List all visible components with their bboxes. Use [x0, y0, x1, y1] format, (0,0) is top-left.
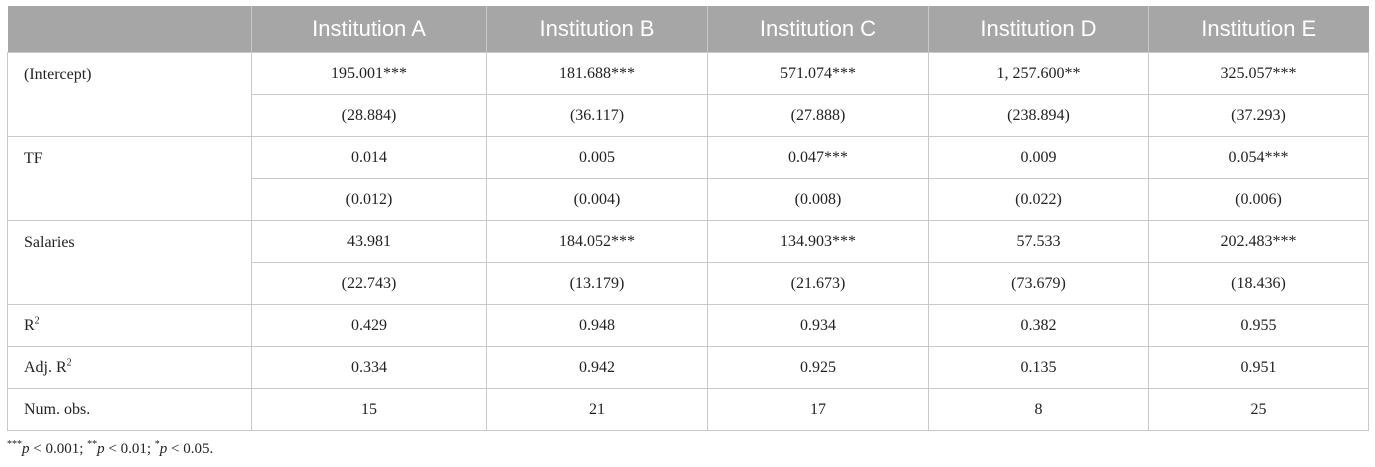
table-row-intercept-estimate: (Intercept) 195.001*** 181.688*** 571.07…	[7, 52, 1369, 137]
cell-estimate: 325.057***	[1148, 52, 1369, 95]
cell-estimate: 0.014	[251, 136, 487, 179]
row-label-intercept: (Intercept)	[7, 52, 252, 137]
row-label-tf: TF	[7, 136, 252, 221]
cell-std-error: (36.117)	[486, 94, 708, 137]
cell-stat: 0.942	[486, 346, 708, 389]
cell-stat: 0.934	[707, 304, 929, 347]
cell-std-error: (18.436)	[1148, 262, 1369, 305]
cell-estimate: 571.074***	[707, 52, 929, 95]
table-row-num-obs: Num. obs. 15 21 17 8 25	[7, 388, 1369, 431]
cell-std-error: (21.673)	[707, 262, 929, 305]
footnote-threshold-1: < 0.05.	[167, 441, 214, 457]
cell-estimate: 0.054***	[1148, 136, 1369, 179]
significance-footnote: ***p < 0.001; **p < 0.01; *p < 0.05.	[7, 439, 214, 458]
cell-estimate: 43.981	[251, 220, 487, 263]
footnote-stars-2: **	[87, 439, 98, 450]
cell-stat: 0.429	[251, 304, 487, 347]
table-row-salaries-estimate: Salaries 43.981 184.052*** 134.903*** 57…	[7, 220, 1369, 305]
cell-std-error: (0.022)	[928, 178, 1149, 221]
cell-std-error: (37.293)	[1148, 94, 1369, 137]
regression-table: Institution A Institution B Institution …	[7, 6, 1369, 431]
cell-stat: 0.382	[928, 304, 1149, 347]
footnote-threshold-2: < 0.01;	[104, 441, 155, 457]
cell-std-error: (0.006)	[1148, 178, 1369, 221]
cell-stat: 0.951	[1148, 346, 1369, 389]
cell-estimate: 184.052***	[486, 220, 708, 263]
header-institution-a: Institution A	[251, 6, 487, 53]
cell-stat: 0.334	[251, 346, 487, 389]
cell-estimate: 0.009	[928, 136, 1149, 179]
table-header-row: Institution A Institution B Institution …	[7, 6, 1369, 53]
cell-stat: 25	[1148, 388, 1369, 431]
cell-stat: 0.925	[707, 346, 929, 389]
cell-std-error: (22.743)	[251, 262, 487, 305]
row-label-text: Adj. R	[24, 358, 67, 376]
header-institution-d: Institution D	[928, 6, 1149, 53]
row-label-text: R	[24, 316, 35, 334]
cell-std-error: (73.679)	[928, 262, 1149, 305]
cell-estimate: 181.688***	[486, 52, 708, 95]
cell-stat: 0.955	[1148, 304, 1369, 347]
superscript: 2	[34, 315, 40, 327]
table-row-adj-r-squared: Adj. R2 0.334 0.942 0.925 0.135 0.951	[7, 346, 1369, 389]
row-label-salaries: Salaries	[7, 220, 252, 305]
cell-std-error: (13.179)	[486, 262, 708, 305]
regression-table-container: Institution A Institution B Institution …	[7, 6, 1369, 431]
table-row-salaries-stderr: (22.743) (13.179) (21.673) (73.679) (18.…	[8, 262, 1369, 305]
cell-estimate: 202.483***	[1148, 220, 1369, 263]
footnote-stars-3: ***	[7, 439, 22, 450]
cell-std-error: (0.012)	[251, 178, 487, 221]
cell-estimate: 195.001***	[251, 52, 487, 95]
cell-std-error: (0.008)	[707, 178, 929, 221]
footnote-threshold-3: < 0.001;	[29, 441, 88, 457]
row-label-r-squared: R2	[7, 304, 252, 347]
footnote-p: p	[97, 441, 105, 457]
cell-estimate: 0.047***	[707, 136, 929, 179]
header-institution-e: Institution E	[1148, 6, 1369, 53]
cell-stat: 8	[928, 388, 1149, 431]
table-row-tf-estimate: TF 0.014 0.005 0.047*** 0.009 0.054***	[7, 136, 1369, 221]
cell-estimate: 1, 257.600**	[928, 52, 1149, 95]
superscript: 2	[66, 357, 72, 369]
header-institution-c: Institution C	[707, 6, 929, 53]
cell-stat: 15	[251, 388, 487, 431]
cell-estimate: 57.533	[928, 220, 1149, 263]
cell-std-error: (27.888)	[707, 94, 929, 137]
cell-stat: 21	[486, 388, 708, 431]
header-institution-b: Institution B	[486, 6, 708, 53]
table-row-intercept-stderr: (28.884) (36.117) (27.888) (238.894) (37…	[8, 94, 1369, 137]
cell-std-error: (0.004)	[486, 178, 708, 221]
table-row-tf-stderr: (0.012) (0.004) (0.008) (0.022) (0.006)	[8, 178, 1369, 221]
cell-std-error: (28.884)	[251, 94, 487, 137]
cell-stat: 0.948	[486, 304, 708, 347]
footnote-p: p	[22, 441, 30, 457]
footnote-stars-1: *	[154, 439, 160, 450]
cell-estimate: 134.903***	[707, 220, 929, 263]
table-row-r-squared: R2 0.429 0.948 0.934 0.382 0.955	[7, 304, 1369, 347]
header-corner-cell	[7, 6, 252, 53]
cell-estimate: 0.005	[486, 136, 708, 179]
cell-std-error: (238.894)	[928, 94, 1149, 137]
cell-stat: 17	[707, 388, 929, 431]
footnote-p: p	[159, 441, 168, 457]
row-label-num-obs: Num. obs.	[7, 388, 252, 431]
cell-stat: 0.135	[928, 346, 1149, 389]
row-label-adj-r-squared: Adj. R2	[7, 346, 252, 389]
